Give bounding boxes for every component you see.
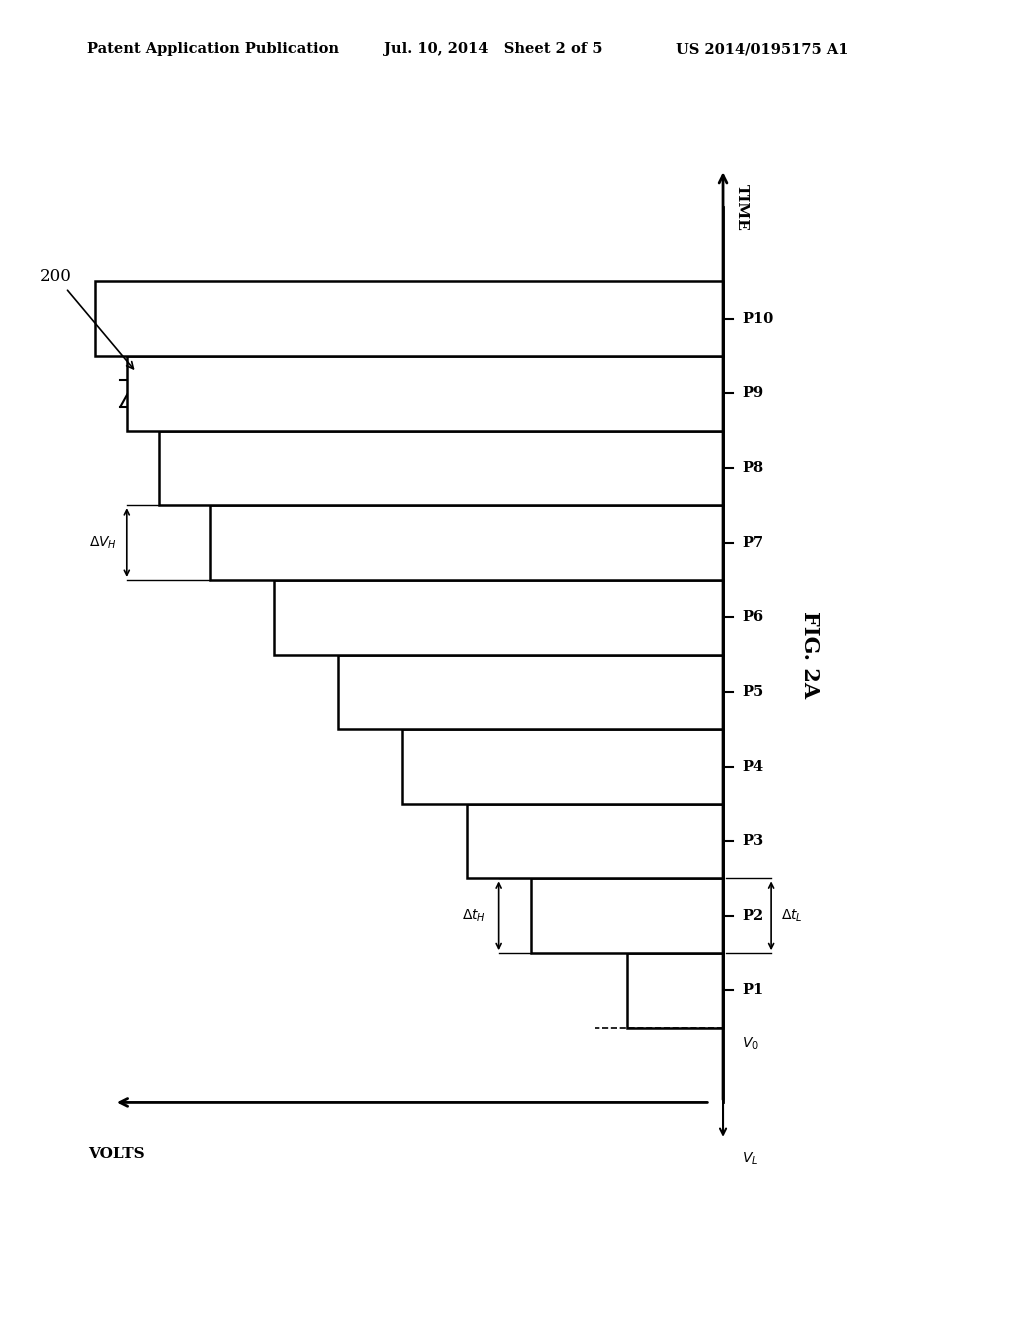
- Text: VOLTS: VOLTS: [88, 1147, 145, 1162]
- Text: Jul. 10, 2014   Sheet 2 of 5: Jul. 10, 2014 Sheet 2 of 5: [384, 42, 602, 57]
- Text: FIG. 2A: FIG. 2A: [800, 611, 820, 698]
- Text: P6: P6: [742, 610, 763, 624]
- Text: P2: P2: [742, 908, 764, 923]
- Text: P3: P3: [742, 834, 763, 849]
- Text: Patent Application Publication: Patent Application Publication: [87, 42, 339, 57]
- Bar: [338, 655, 723, 729]
- Text: P5: P5: [742, 685, 764, 698]
- Text: TIME: TIME: [734, 185, 749, 231]
- Bar: [95, 281, 723, 356]
- Text: P10: P10: [742, 312, 773, 326]
- Text: P7: P7: [742, 536, 763, 549]
- Text: 200: 200: [40, 268, 133, 368]
- Bar: [159, 430, 723, 506]
- Text: $V_0$: $V_0$: [742, 1035, 759, 1052]
- Text: P4: P4: [742, 759, 763, 774]
- Bar: [210, 506, 723, 579]
- Text: US 2014/0195175 A1: US 2014/0195175 A1: [676, 42, 848, 57]
- Text: $\Delta V_H$: $\Delta V_H$: [89, 535, 117, 550]
- Bar: [402, 729, 723, 804]
- Text: P9: P9: [742, 387, 763, 400]
- Bar: [530, 879, 723, 953]
- Text: $V_L$: $V_L$: [742, 1151, 759, 1167]
- Bar: [467, 804, 723, 879]
- Bar: [274, 579, 723, 655]
- Text: P8: P8: [742, 461, 763, 475]
- Text: P1: P1: [742, 983, 764, 998]
- Text: $\Delta t_H$: $\Delta t_H$: [462, 908, 485, 924]
- Bar: [627, 953, 723, 1028]
- Text: $\Delta t_L$: $\Delta t_L$: [780, 908, 803, 924]
- Bar: [127, 356, 723, 430]
